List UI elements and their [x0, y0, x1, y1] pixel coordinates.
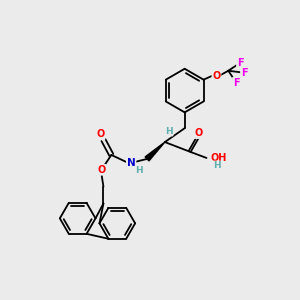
Text: H: H — [165, 127, 172, 136]
Text: N: N — [127, 158, 136, 168]
Text: O: O — [97, 165, 106, 175]
Text: F: F — [233, 78, 240, 88]
Text: H: H — [135, 166, 143, 175]
Polygon shape — [145, 142, 165, 161]
Text: H: H — [214, 161, 221, 170]
Text: O: O — [194, 128, 203, 138]
Text: F: F — [237, 58, 244, 68]
Text: F: F — [241, 68, 247, 78]
Text: O: O — [212, 71, 220, 81]
Text: O: O — [96, 129, 105, 139]
Text: OH: OH — [210, 153, 227, 163]
